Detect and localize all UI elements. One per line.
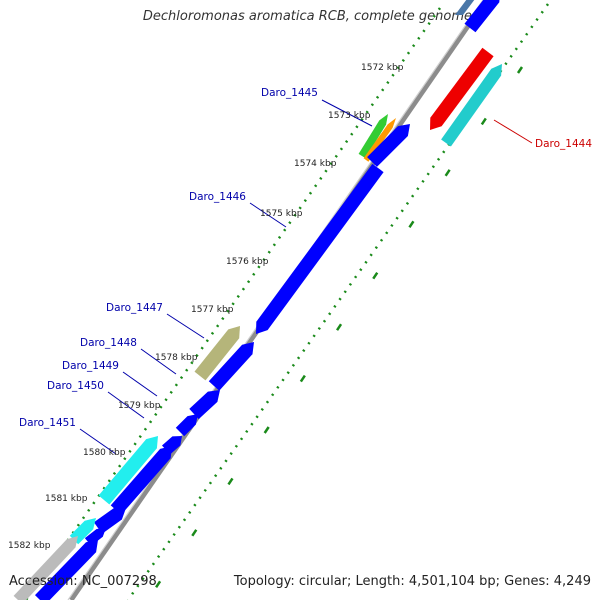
scale-tick-label: 1576 kbp: [226, 257, 269, 267]
scale-tick-label: 1579 kbp: [118, 401, 161, 411]
inner-scale-tick: [155, 580, 162, 588]
scale-tick-label: 1581 kbp: [45, 494, 88, 504]
gene-label: Daro_1445: [261, 87, 318, 99]
gene-daro-1447: [194, 326, 240, 381]
leader-line: [79, 428, 117, 455]
scale-tick-label: 1575 kbp: [260, 209, 303, 219]
gene-label: Daro_1449: [62, 360, 119, 372]
gene-top-clipped-dark: [455, 0, 475, 15]
scale-tick-label: 1580 kbp: [83, 448, 126, 458]
gene-label: Daro_1451: [19, 417, 76, 429]
gene-daro-1445-green: [358, 114, 388, 159]
inner-scale-tick: [227, 477, 234, 486]
accession-text: Accession: NC_007298: [9, 574, 157, 589]
rrna-daro-1444-track: [441, 64, 502, 147]
gene-labels: Daro_1444 Daro_1445 Daro_1446 Daro_1447 Daro…: [19, 87, 592, 429]
gene-label: Daro_1447: [106, 302, 163, 314]
gene-label: Daro_1444: [535, 138, 592, 150]
gene-daro-1449: [189, 390, 220, 420]
inner-scale-tick: [191, 529, 198, 537]
feature-group: [13, 0, 502, 600]
leader-line: [166, 313, 205, 339]
scale-tick-label: 1573 kbp: [328, 111, 371, 121]
gene-daro-1445-cds: [367, 124, 410, 167]
inner-scale-tick: [299, 374, 306, 383]
leader-lines: [79, 99, 533, 455]
inner-scale-tick: [516, 66, 524, 74]
gene-label: Daro_1448: [80, 337, 137, 349]
inner-scale-tick: [408, 220, 415, 228]
gene-bottom-cds: [35, 540, 98, 600]
inner-scale-tick: [336, 323, 343, 331]
leader-line: [249, 202, 287, 228]
gene-label: Daro_1446: [189, 191, 246, 203]
gene-daro-1446: [256, 163, 384, 334]
inner-scale-tick: [263, 426, 270, 434]
leader-line: [493, 119, 533, 144]
scale-tick-label: 1582 kbp: [8, 541, 51, 551]
gene-daro-1451: [98, 436, 158, 505]
gene-daro-1445-orange: [363, 118, 396, 162]
gene-label: Daro_1450: [47, 380, 104, 392]
inner-scale-tick: [444, 169, 451, 177]
scale-dots: [24, 3, 550, 600]
leader-line: [107, 391, 145, 419]
gene-daro-1451-cds: [110, 446, 172, 515]
map-title: Dechloromonas aromatica RCB, complete ge…: [142, 9, 472, 24]
leader-line: [140, 348, 177, 375]
gene-bottom-1: [93, 508, 126, 534]
gene-daro-1448: [208, 342, 254, 391]
gene-bottom-grey: [13, 536, 78, 600]
scale-tick-label: 1572 kbp: [361, 63, 404, 73]
leader-line: [122, 371, 158, 397]
gene-daro-1444-arrow: [430, 47, 494, 130]
inner-scale-tick: [372, 272, 379, 280]
outer-scale-track: [24, 7, 442, 600]
inner-scale-tick: [480, 117, 487, 126]
gene-bottom-2: [84, 528, 106, 546]
scale-tick-label: 1578 kbp: [155, 353, 198, 363]
scale-tick-labels: 1572 kbp 1573 kbp 1574 kbp 1575 kbp 1576 kbp…: [8, 63, 404, 551]
topology-summary: Topology: circular; Length: 4,501,104 bp…: [233, 574, 591, 589]
leader-line: [321, 99, 373, 127]
gene-daro-1450: [175, 414, 198, 437]
scale-tick-label: 1574 kbp: [294, 159, 337, 169]
scale-tick-label: 1577 kbp: [191, 305, 234, 315]
gene-top-clipped: [464, 0, 500, 33]
